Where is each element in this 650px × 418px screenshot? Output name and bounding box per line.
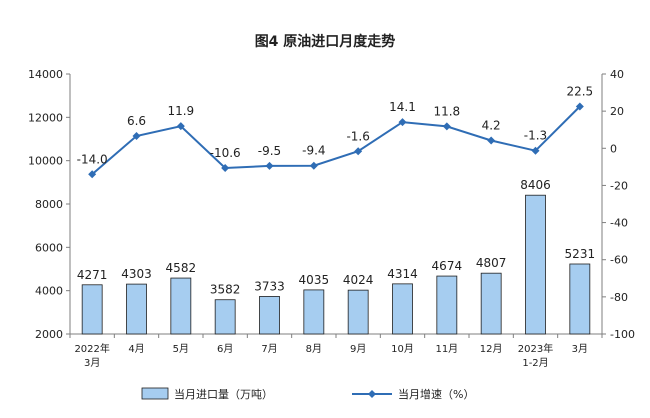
growth-value-label: 14.1 [389, 100, 416, 114]
growth-point-marker [132, 132, 141, 141]
x-tick-label: 10月 [391, 343, 414, 355]
growth-value-label: -1.6 [346, 129, 369, 143]
y-left-tick-label: 8000 [35, 198, 63, 211]
bar [214, 299, 236, 335]
growth-point-marker [265, 161, 274, 170]
bar [436, 275, 458, 335]
growth-value-label: 4.2 [482, 118, 501, 132]
growth-point-marker [88, 170, 97, 179]
x-tick-label: 4月 [128, 343, 144, 355]
growth-line [91, 105, 581, 176]
axes: 2000 4000 6000 8000 10000 12000 14000 -100 -80 -6… [28, 68, 635, 369]
bar [569, 263, 591, 335]
y-left-tick-label: 10000 [28, 155, 63, 168]
growth-value-label: -9.5 [258, 144, 281, 158]
bar-value-label: 4303 [121, 267, 152, 281]
bar [303, 289, 325, 335]
bar-value-label: 4582 [166, 261, 197, 275]
y-right-tick-label: 0 [610, 142, 617, 155]
bar-value-label: 5231 [565, 247, 596, 261]
bar [170, 277, 192, 335]
x-tick-label: 9月 [350, 343, 366, 355]
y-right-tick-label: -100 [610, 328, 635, 341]
growth-point-marker [398, 118, 407, 127]
legend-line-marker [368, 390, 376, 398]
x-tick-label: 3月 [572, 343, 588, 355]
chart-title: 图4 原油进口月度走势 [255, 33, 396, 50]
growth-value-label: -9.4 [302, 144, 325, 158]
growth-point-marker [442, 122, 451, 131]
y-right-tick-label: 40 [610, 68, 624, 81]
growth-point-marker [531, 146, 540, 155]
bar-value-label: 8406 [520, 178, 551, 192]
y-left-tick-label: 6000 [35, 241, 63, 254]
x-tick-label: 11月 [435, 343, 458, 355]
bar-value-label: 4807 [476, 256, 507, 270]
y-left-tick-label: 12000 [28, 111, 63, 124]
y-right-tick-label: -60 [610, 254, 628, 267]
y-right-tick-label: 20 [610, 105, 624, 118]
bar [126, 283, 147, 335]
x-tick-label: 12月 [480, 343, 503, 355]
growth-value-label: 11.9 [167, 104, 194, 118]
x-tick-label: 5月 [173, 343, 189, 355]
bar-value-label: 3733 [254, 279, 285, 293]
legend-bar-label: 当月进口量（万吨） [174, 387, 273, 401]
bar-value-label: 3582 [210, 283, 241, 297]
bar [480, 272, 502, 335]
bar [347, 289, 369, 335]
x-tick-label: 6月 [217, 343, 233, 355]
bar-value-label: 4271 [77, 268, 108, 282]
legend-bar-swatch [141, 387, 169, 400]
x-tick-label: 7月 [261, 343, 277, 355]
growth-point-marker [354, 147, 363, 156]
growth-point-marker [487, 136, 496, 145]
legend: 当月进口量（万吨） 当月增速（%） [141, 387, 474, 401]
bar-series [81, 194, 591, 335]
growth-value-label: -14.0 [77, 152, 108, 166]
legend-line-label: 当月增速（%） [398, 387, 474, 401]
x-tick-label: 8月 [306, 343, 322, 355]
y-right-tick-label: -80 [610, 291, 628, 304]
growth-point-marker [176, 122, 185, 131]
y-left-tick-label: 2000 [35, 328, 63, 341]
growth-value-label: -10.6 [210, 146, 241, 160]
growth-point-marker [221, 163, 230, 172]
y-right-tick-label: -20 [610, 179, 628, 192]
growth-value-label: 22.5 [566, 85, 593, 99]
growth-point-marker [575, 102, 584, 111]
x-tick-label: 1-2月 [522, 357, 548, 369]
y-left-tick-label: 14000 [28, 68, 63, 81]
x-tick-label: 3月 [84, 357, 100, 369]
bar [259, 296, 280, 335]
growth-value-label: -1.3 [524, 129, 547, 143]
bar-value-label: 4314 [387, 267, 418, 281]
bar [525, 194, 546, 335]
bar-value-label: 4024 [343, 273, 374, 287]
growth-point-marker [309, 161, 318, 170]
growth-value-label: 11.8 [433, 104, 460, 118]
bar-value-label: 4674 [432, 259, 463, 273]
x-tick-label: 2023年 [518, 342, 553, 355]
bar [392, 283, 413, 335]
bar [81, 284, 103, 335]
x-tick-label: 2022年 [74, 342, 109, 355]
y-left-tick-label: 4000 [35, 285, 63, 298]
growth-value-label: 6.6 [127, 114, 146, 128]
data-labels: 4271 4303 4582 3582 3733 4035 4024 4314 4674 4807… [77, 85, 595, 297]
y-right-tick-label: -40 [610, 217, 628, 230]
bar-value-label: 4035 [299, 273, 330, 287]
line-series [88, 102, 584, 179]
